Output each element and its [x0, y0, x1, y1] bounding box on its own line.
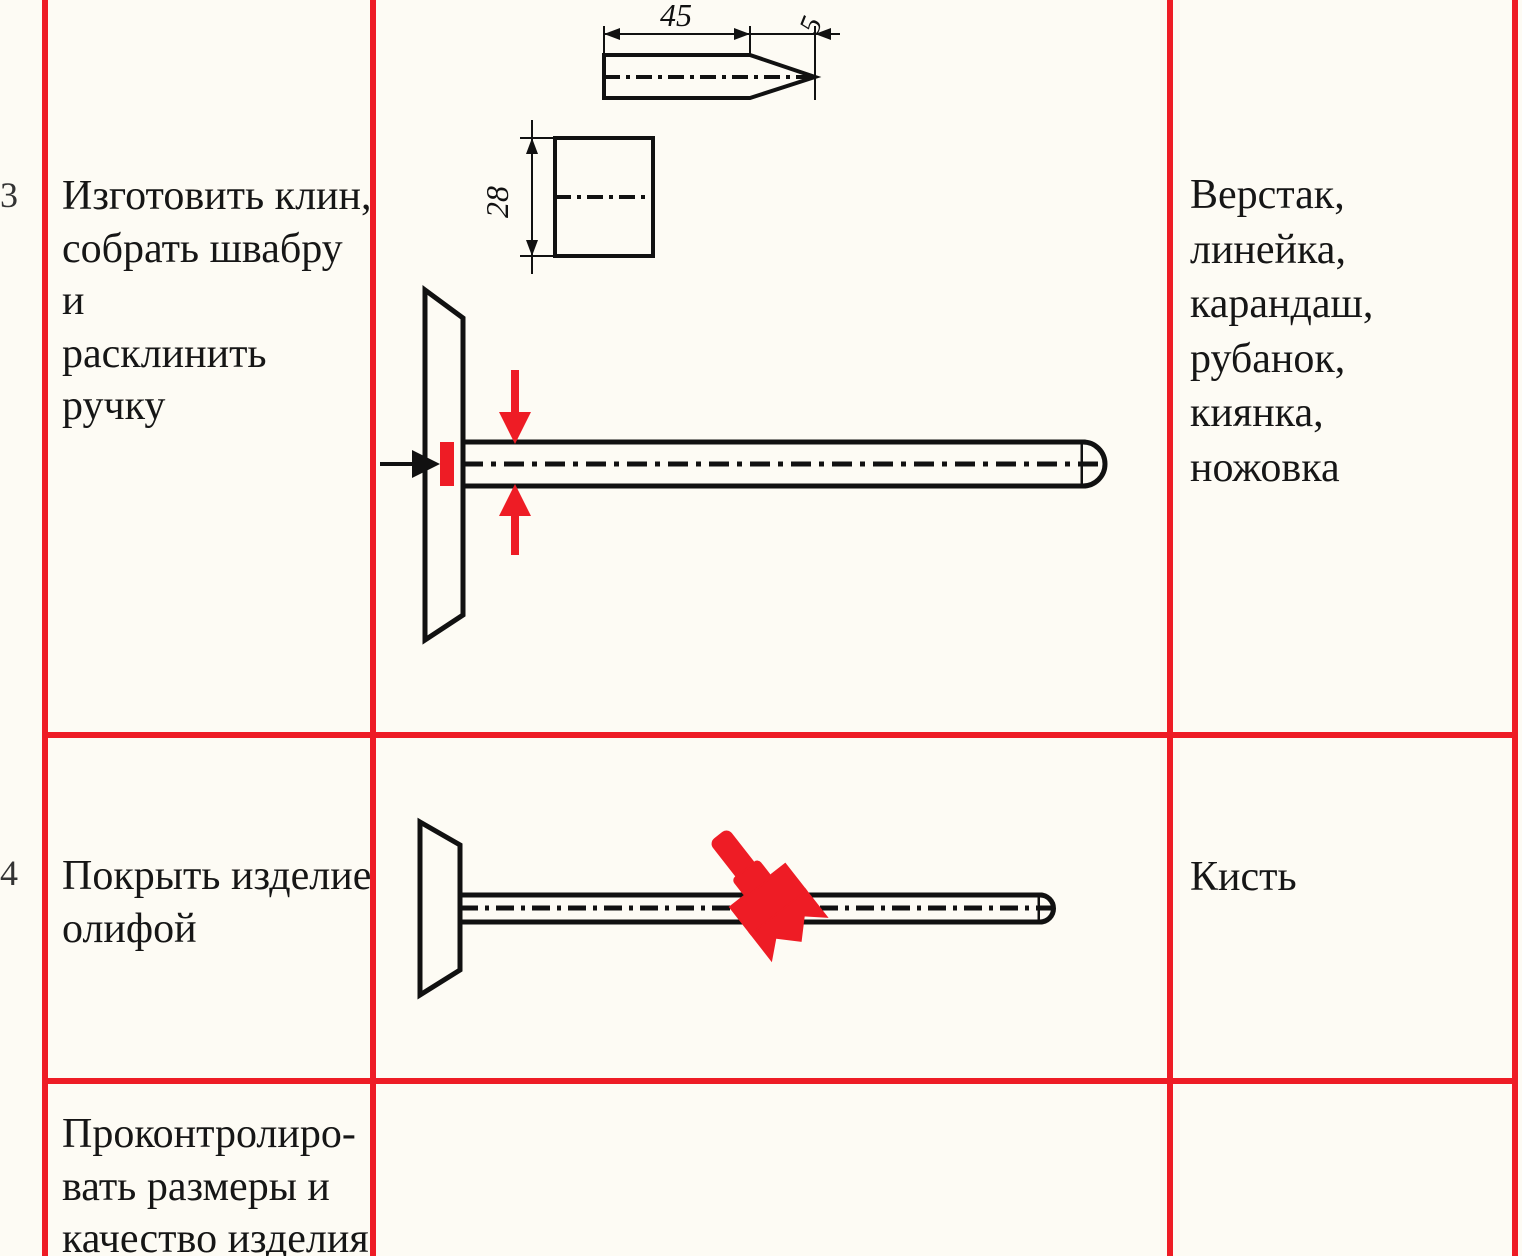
brush-icon — [691, 814, 828, 962]
desc-line: Проконтролиро- — [62, 1111, 356, 1157]
row4-diagram — [0, 0, 1522, 1256]
row-description: Проконтролиро- вать размеры и качество и… — [62, 1108, 369, 1256]
desc-line: качество изделия — [62, 1216, 369, 1256]
page: 3 Изготовить клин, собрать швабру и раск… — [0, 0, 1522, 1256]
desc-line: вать размеры и — [62, 1164, 330, 1210]
